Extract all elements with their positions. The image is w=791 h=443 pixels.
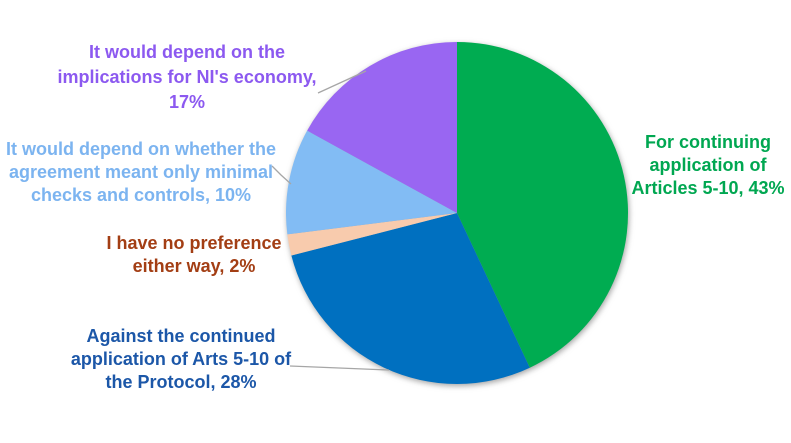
pie-slice-against-articles xyxy=(291,213,530,385)
leader-line-depends-economy xyxy=(317,70,367,94)
data-label-against-articles: Against the continued application of Art… xyxy=(70,326,292,392)
pie-slice-depends-economy xyxy=(307,42,457,213)
data-label-no-preference: I have no preference either way, 2% xyxy=(106,233,282,276)
pie-slice-depends-checks xyxy=(286,130,457,235)
pie-slice-no-preference xyxy=(287,213,457,256)
pie-slices xyxy=(286,42,629,385)
leader-line-depends-checks xyxy=(271,165,292,185)
data-label-depends-checks: It would depend on whether the agreement… xyxy=(6,139,276,205)
leader-line-against-articles xyxy=(289,365,390,371)
leader-lines xyxy=(271,70,390,371)
data-label-for-articles: For continuing application of Articles 5… xyxy=(631,132,785,198)
pie-slice-for-articles xyxy=(457,42,629,368)
data-label-depends-economy: It would depend on the implications for … xyxy=(57,42,317,112)
